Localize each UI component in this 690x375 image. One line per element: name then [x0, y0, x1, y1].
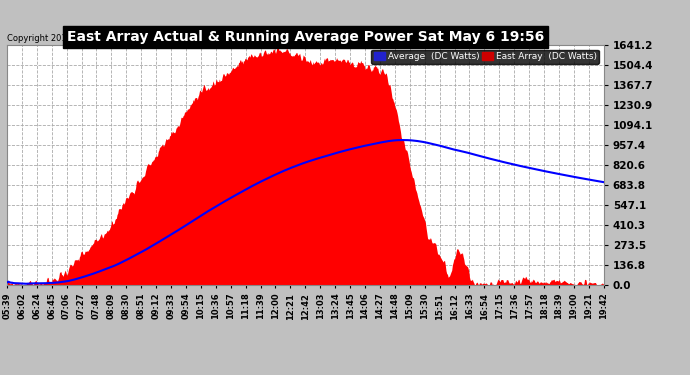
Legend: Average  (DC Watts), East Array  (DC Watts): Average (DC Watts), East Array (DC Watts… [371, 50, 599, 64]
Text: Copyright 2017 Cartronics.com: Copyright 2017 Cartronics.com [7, 34, 138, 43]
Title: East Array Actual & Running Average Power Sat May 6 19:56: East Array Actual & Running Average Powe… [67, 30, 544, 44]
